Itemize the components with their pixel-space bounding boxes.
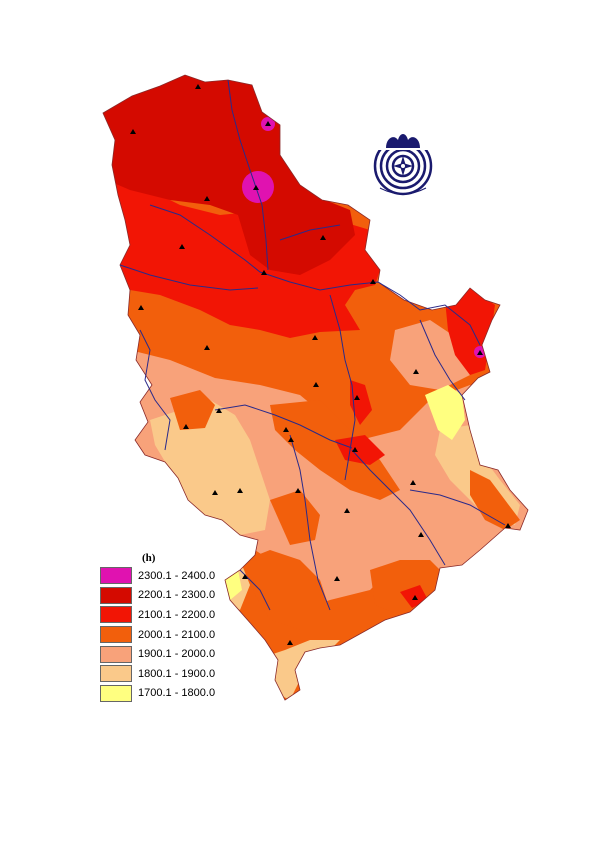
zone-2000-2100-middle-band <box>270 490 320 545</box>
triangle-icon <box>477 350 483 355</box>
zone-1800-1900 <box>150 400 270 535</box>
triangle-icon <box>261 270 267 275</box>
triangle-icon <box>352 447 358 452</box>
river-timok <box>419 319 466 401</box>
triangle-icon <box>505 523 511 528</box>
triangle-icon <box>265 121 271 126</box>
legend-label: 1700.1 - 1800.0 <box>138 687 216 700</box>
legend-item: 1700.1 - 1800.0 <box>100 684 240 704</box>
triangle-icon <box>288 437 294 442</box>
hydrometeorological-service-logo-icon <box>368 128 438 196</box>
river-drina <box>139 329 171 451</box>
legend-label: 1800.1 - 1900.0 <box>138 667 216 680</box>
river-lim <box>239 569 271 611</box>
triangle-icon <box>253 185 259 190</box>
river-velika-morava <box>329 294 356 481</box>
river-tisa <box>227 79 269 271</box>
stations <box>130 84 511 645</box>
triangle-icon <box>212 490 218 495</box>
zone-2000-2100-west-patch <box>170 390 215 430</box>
legend-label: 2100.1 - 2200.0 <box>138 608 216 621</box>
triangle-icon <box>412 595 418 600</box>
legend-swatch <box>100 684 132 702</box>
triangle-icon <box>287 640 293 645</box>
rivers <box>119 79 506 611</box>
legend-swatch <box>100 626 132 644</box>
triangle-icon <box>312 335 318 340</box>
triangle-icon <box>418 532 424 537</box>
legend-item: 1800.1 - 1900.0 <box>100 664 240 684</box>
triangle-icon <box>320 235 326 240</box>
zone-2000-2100-southwest-patch <box>245 550 330 630</box>
triangle-icon <box>344 508 350 513</box>
map-legend: (h) 2300.1 - 2400.0 2200.1 - 2300.0 2100.1… <box>100 550 240 703</box>
legend-label: 2000.1 - 2100.0 <box>138 628 216 641</box>
triangle-icon <box>283 427 289 432</box>
legend-swatch <box>100 586 132 604</box>
river-ibar <box>289 434 331 611</box>
legend-item: 2100.1 - 2200.0 <box>100 605 240 625</box>
triangle-icon <box>334 576 340 581</box>
triangle-icon <box>237 488 243 493</box>
legend-label: 1900.1 - 2000.0 <box>138 648 216 661</box>
legend-unit: (h) <box>142 552 156 564</box>
zone-2300-2400-hotspot-center <box>242 171 274 203</box>
zone-1900-2000-east <box>390 320 470 390</box>
triangle-icon <box>295 488 301 493</box>
zone-2000-2100-central-patch <box>270 400 400 500</box>
triangle-icon <box>413 369 419 374</box>
river-danube <box>149 204 481 346</box>
zone-1700-1800 <box>425 385 465 440</box>
zone-2000-2100-southeast-patch <box>370 560 450 615</box>
river-nisava <box>409 489 506 526</box>
triangle-icon <box>138 305 144 310</box>
triangle-icon <box>130 129 136 134</box>
legend-rows: 2300.1 - 2400.0 2200.1 - 2300.0 2100.1 - 2… <box>100 566 240 703</box>
zone-2100-2200-morava <box>350 380 372 425</box>
legend-label: 2300.1 - 2400.0 <box>138 569 216 582</box>
zone-2100-2200-central <box>335 435 385 465</box>
triangle-icon <box>242 574 248 579</box>
triangle-icon <box>179 244 185 249</box>
triangle-icon <box>216 408 222 413</box>
triangle-icon <box>370 279 376 284</box>
legend-item: 2300.1 - 2400.0 <box>100 566 240 586</box>
river-south-morava <box>351 449 446 566</box>
legend-swatch <box>100 665 132 683</box>
river-sava <box>119 264 259 291</box>
legend-label: 2200.1 - 2300.0 <box>138 589 216 602</box>
triangle-icon <box>313 382 319 387</box>
zone-2000-2100-east-strip <box>470 470 520 530</box>
legend-item: 1900.1 - 2000.0 <box>100 644 240 664</box>
triangle-icon <box>204 196 210 201</box>
legend-swatch <box>100 606 132 624</box>
triangle-icon <box>354 395 360 400</box>
legend-item: 2000.1 - 2100.0 <box>100 625 240 645</box>
river-west-morava <box>214 404 353 449</box>
triangle-icon <box>195 84 201 89</box>
river-begej <box>279 224 341 241</box>
triangle-icon <box>183 424 189 429</box>
legend-swatch <box>100 645 132 663</box>
triangle-icon <box>410 480 416 485</box>
legend-swatch <box>100 567 132 585</box>
legend-item: 2200.1 - 2300.0 <box>100 586 240 606</box>
triangle-icon <box>204 345 210 350</box>
